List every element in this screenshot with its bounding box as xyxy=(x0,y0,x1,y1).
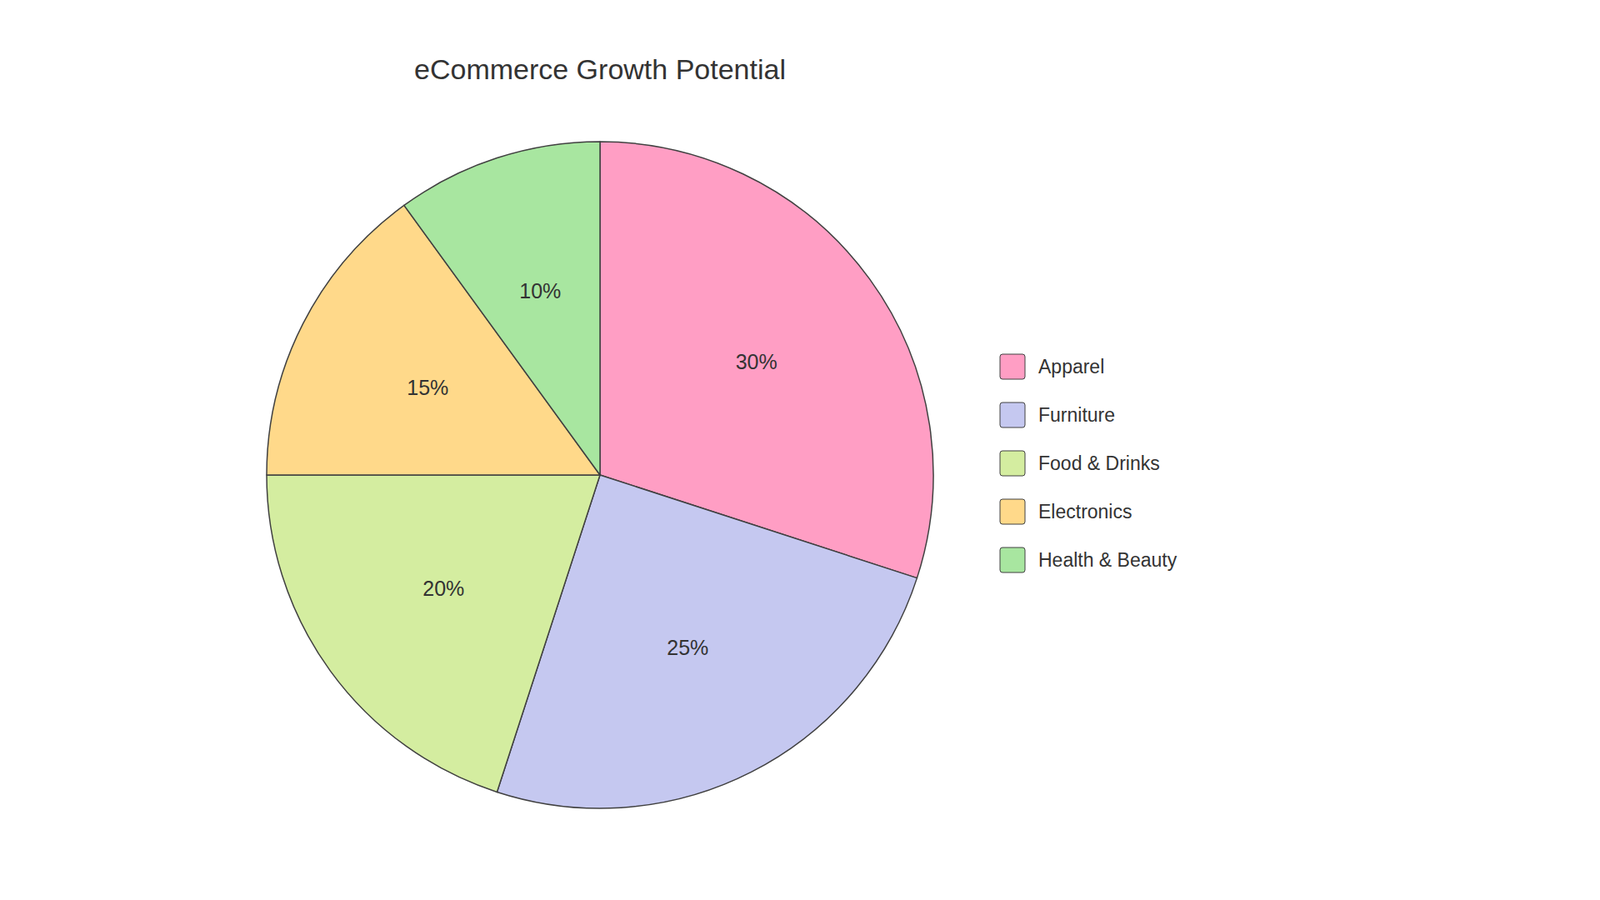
legend-label: Furniture xyxy=(1038,404,1115,426)
pie-slice xyxy=(404,141,600,475)
data-label: 15% xyxy=(406,375,449,400)
data-label: 10% xyxy=(519,279,561,303)
data-label: 25% xyxy=(666,635,709,660)
legend-swatch xyxy=(1000,499,1025,525)
legend-label: Electronics xyxy=(1038,500,1132,523)
pie-labels: 30% 25% 20% 15% 10% xyxy=(406,279,777,659)
chart-svg: eCommerce Growth Potential 30% 25% 20% 15% 10… xyxy=(0,0,1600,900)
chart-container: eCommerce Growth Potential 30% 25% 20% 15% 10… xyxy=(0,0,1600,900)
legend-label: Food & Drinks xyxy=(1038,452,1160,475)
legend-swatch xyxy=(1000,354,1025,380)
pie-slice xyxy=(266,475,600,792)
legend-label: Apparel xyxy=(1038,355,1105,378)
data-label: 30% xyxy=(735,350,778,374)
legend-swatch xyxy=(1000,402,1025,428)
title: eCommerce Growth Potential xyxy=(414,53,786,85)
data-label: 20% xyxy=(422,576,465,600)
background xyxy=(0,0,1600,900)
pie xyxy=(266,141,934,809)
legend: Apparel Furniture Food & Drinks Electronics… xyxy=(1000,354,1178,573)
legend-label: Health & Beauty xyxy=(1038,549,1178,571)
legend-swatch xyxy=(1000,547,1025,573)
legend-swatch xyxy=(1000,450,1025,476)
